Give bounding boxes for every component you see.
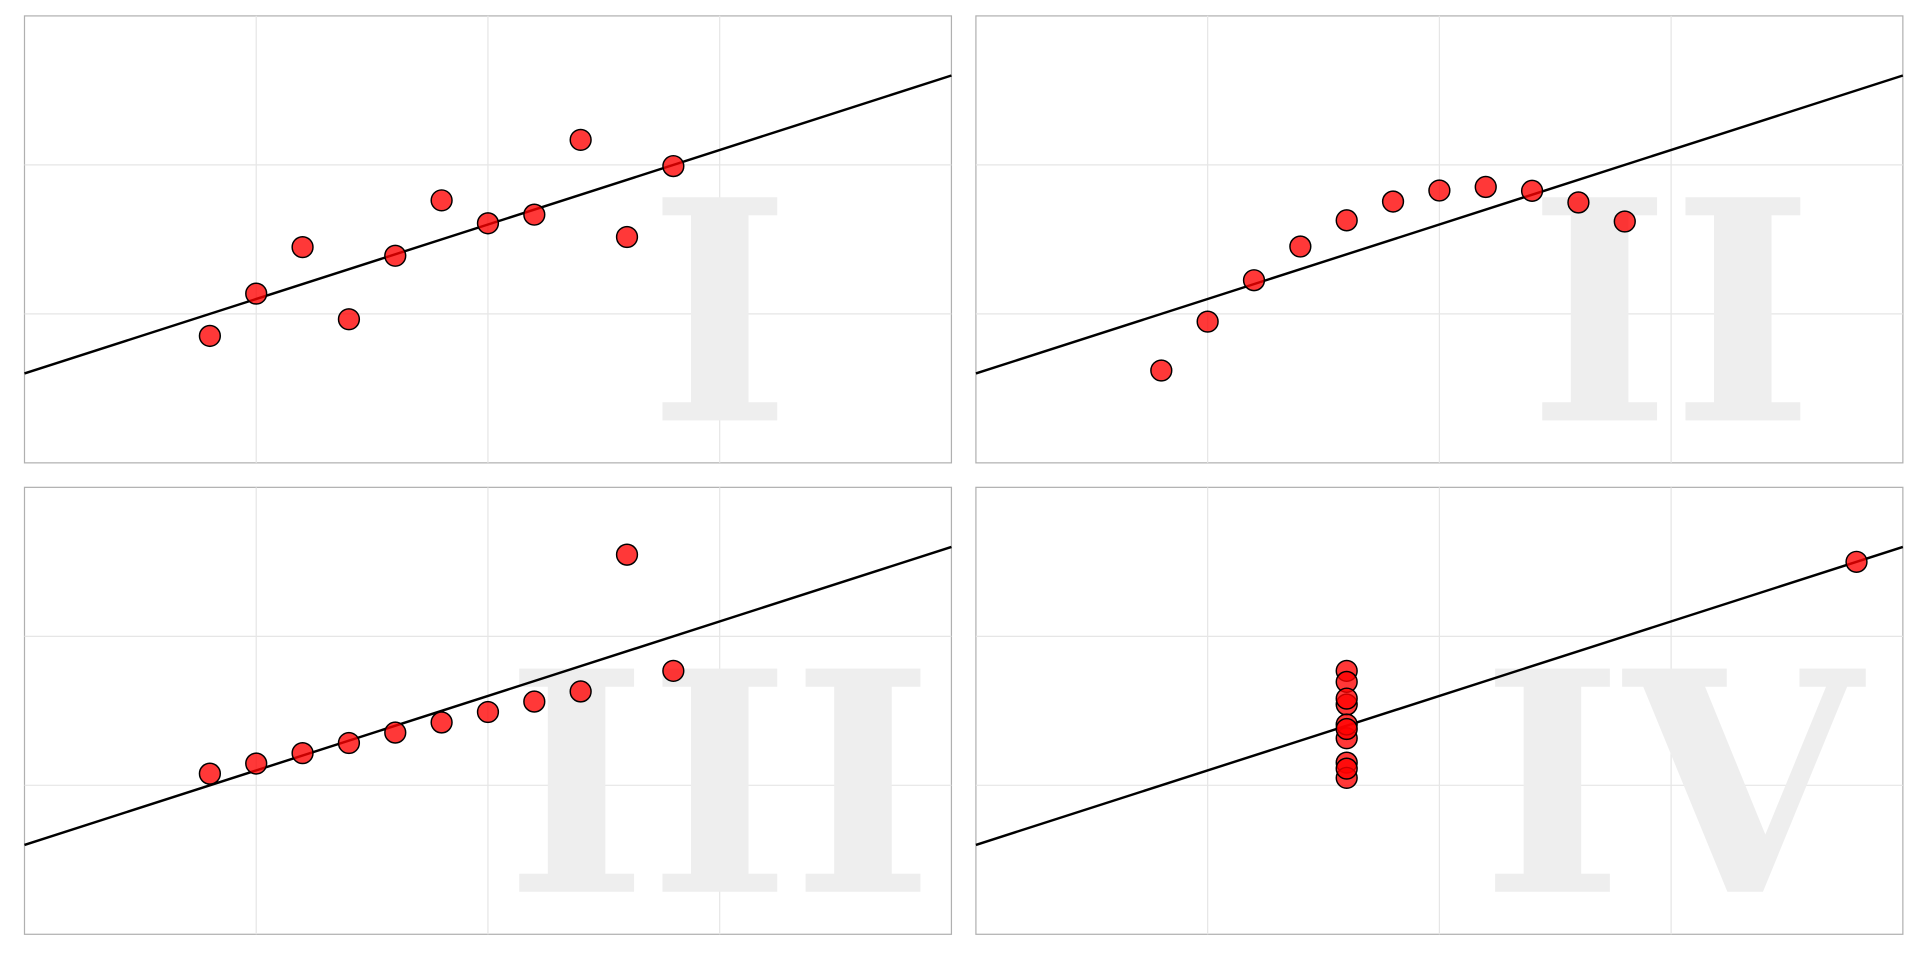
data-point — [1613, 210, 1636, 233]
panel-4: IV — [975, 486, 1904, 960]
data-point — [1335, 209, 1358, 232]
data-point — [1335, 717, 1358, 741]
data-point — [245, 752, 268, 775]
data-point — [1242, 269, 1266, 292]
data-point — [476, 212, 500, 235]
data-point — [662, 154, 685, 178]
data-point — [1289, 235, 1312, 258]
regression-line — [975, 545, 1904, 847]
data-point — [198, 762, 222, 785]
data-point — [615, 225, 639, 249]
data-point — [1381, 190, 1405, 213]
data-point — [1567, 191, 1590, 214]
panel-2: II — [975, 15, 1904, 493]
regression-line — [975, 74, 1904, 375]
data-point — [662, 659, 685, 683]
data-point — [1150, 359, 1173, 382]
data-point — [245, 282, 268, 305]
panel-1: I — [23, 15, 953, 493]
data-point — [337, 308, 361, 331]
data-point — [1428, 179, 1451, 202]
data-point — [569, 680, 592, 703]
data-point — [337, 731, 361, 755]
data-point — [569, 128, 592, 152]
data-point — [523, 690, 546, 713]
data-point — [430, 711, 453, 734]
regression-line — [24, 545, 952, 847]
data-point — [384, 721, 407, 744]
data-point — [198, 324, 222, 348]
data-point — [384, 244, 407, 267]
panel-3: III — [23, 486, 953, 960]
data-point — [291, 235, 314, 259]
data-point — [523, 203, 546, 226]
panel-watermark: II — [1528, 134, 1814, 493]
data-point — [1520, 179, 1544, 202]
data-point — [1845, 550, 1868, 573]
data-point — [476, 700, 500, 724]
data-point — [1196, 310, 1219, 333]
data-point — [1335, 757, 1358, 780]
panel-watermark: I — [648, 134, 791, 493]
data-point — [1335, 687, 1358, 710]
data-point — [1474, 175, 1497, 199]
data-point — [430, 189, 453, 212]
panel-watermark: III — [505, 606, 935, 960]
panel-watermark: IV — [1481, 606, 1868, 960]
data-point — [615, 543, 639, 566]
data-point — [291, 741, 314, 765]
